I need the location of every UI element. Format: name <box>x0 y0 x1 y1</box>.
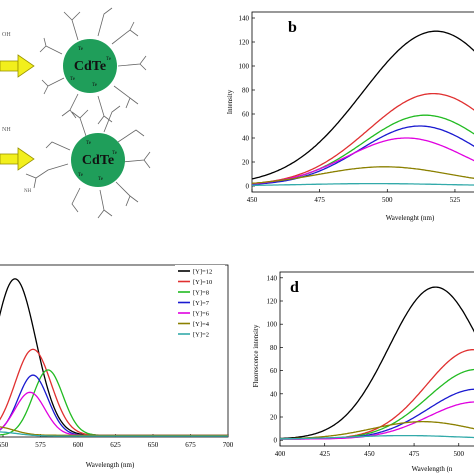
x-tick-label: 475 <box>409 450 420 458</box>
series-line <box>280 388 474 440</box>
arrow-top <box>0 54 35 78</box>
y-tick-label: 0 <box>246 183 250 191</box>
series-line <box>0 391 228 436</box>
series-group <box>280 286 474 440</box>
series-line <box>252 92 474 185</box>
panel-label: d <box>290 279 299 296</box>
series-line <box>0 426 228 436</box>
y-tick-label: 80 <box>242 87 250 95</box>
te-label: Te <box>78 173 84 178</box>
legend-label: [Y]=12 <box>193 269 212 276</box>
te-label: Te <box>70 77 76 82</box>
chart-panel-b: b 450 475 500 525 0 20 40 60 80 100 120 140 Wavelengh… <box>226 11 474 222</box>
y-tick-label: 40 <box>270 390 278 398</box>
y-tick-label: 60 <box>270 367 278 375</box>
series-line <box>280 286 474 440</box>
y-tick-label: 80 <box>270 344 278 352</box>
x-tick-label: 575 <box>35 441 46 449</box>
x-tick-label: 500 <box>382 196 393 204</box>
ligand-fragment-bottom: NH <box>2 127 11 133</box>
x-tick-label: 475 <box>314 196 325 204</box>
series-line <box>252 137 474 185</box>
x-tick-label: 675 <box>185 441 196 449</box>
x-axis-label: Wavelenght (nm) <box>386 214 435 222</box>
te-label: Te <box>98 177 104 182</box>
plot-frame <box>279 271 474 447</box>
series-group <box>0 278 228 437</box>
series-line <box>280 349 474 440</box>
y-tick-label: 40 <box>242 135 250 143</box>
x-tick-label: 525 <box>450 196 461 204</box>
x-tick-label: 450 <box>247 196 258 204</box>
x-tick-label: 425 <box>319 450 330 458</box>
amine-label: NH <box>24 189 32 194</box>
y-tick-label: 100 <box>239 63 250 71</box>
x-tick-label: 550 <box>0 441 9 449</box>
legend-label: [Y]=4 <box>193 321 210 328</box>
ligands-top <box>39 7 147 125</box>
series-line <box>252 166 474 184</box>
panel-label: b <box>288 19 297 36</box>
x-tick-label: 625 <box>110 441 121 449</box>
legend-label: [Y]=8 <box>193 290 209 297</box>
ligand-fragment-top: OH <box>2 32 11 38</box>
schematic-panel: OH NH CdTe Te Te Te Te <box>0 7 151 219</box>
series-line <box>280 420 474 440</box>
quantum-dot-bottom-label: CdTe <box>82 153 114 168</box>
y-tick-label: 120 <box>267 298 278 306</box>
y-axis-label: Fluorescence intensity <box>252 324 260 387</box>
series-line <box>252 182 474 186</box>
y-tick-label: 20 <box>242 159 250 167</box>
arrow-bottom <box>0 147 35 171</box>
y-tick-label: 140 <box>239 15 250 23</box>
y-tick-label: 20 <box>270 414 278 422</box>
x-tick-label: 400 <box>275 450 286 458</box>
x-tick-label: 600 <box>73 441 84 449</box>
y-tick-label: 120 <box>239 39 250 47</box>
x-tick-label: 450 <box>364 450 375 458</box>
series-line <box>0 374 228 436</box>
te-label: Te <box>112 151 118 156</box>
plot-frame <box>251 11 474 193</box>
y-tick-label: 0 <box>274 437 278 445</box>
series-line <box>280 434 474 440</box>
series-group <box>252 30 474 186</box>
quantum-dot-bottom <box>71 133 125 187</box>
legend-label: [Y]=7 <box>193 300 210 307</box>
legend-label: [Y]=2 <box>193 332 209 339</box>
y-tick-label: 100 <box>267 321 278 329</box>
x-tick-label: 700 <box>223 441 234 449</box>
legend-label: [Y]=10 <box>193 279 212 286</box>
te-label: Te <box>106 57 112 62</box>
series-line <box>0 431 228 437</box>
x-axis-label: Wavelength (n <box>412 465 453 473</box>
quantum-dot-top-label: CdTe <box>74 59 106 74</box>
chart-panel-c: 550 575 600 625 650 675 700 Wavelength (nm) [Y]=… <box>0 264 234 469</box>
legend-label: [Y]=6 <box>193 311 210 318</box>
y-tick-label: 140 <box>267 274 278 282</box>
y-tick-label: 60 <box>242 111 250 119</box>
quantum-dot-top <box>63 39 117 93</box>
series-line <box>280 401 474 440</box>
te-label: Te <box>78 47 84 52</box>
series-line <box>0 369 228 436</box>
y-axis-label: Intensity <box>226 89 234 114</box>
x-axis-label: Wavelength (nm) <box>86 461 135 469</box>
x-tick-label: 650 <box>148 441 159 449</box>
legend: [Y]=12 [Y]=10 [Y]=8 [Y]=7 [Y]=6 [Y]=4 [Y]=2 <box>175 265 225 341</box>
series-line <box>252 30 474 180</box>
series-line <box>252 125 474 185</box>
chart-panel-d: d 400 425 450 475 500 0 20 40 60 80 100 120 140 Wavele… <box>252 271 474 473</box>
plot-frame <box>0 264 229 438</box>
x-tick-label: 500 <box>454 450 465 458</box>
ligands-bottom <box>25 105 151 219</box>
te-label: Te <box>86 141 92 146</box>
te-label: Te <box>92 83 98 88</box>
